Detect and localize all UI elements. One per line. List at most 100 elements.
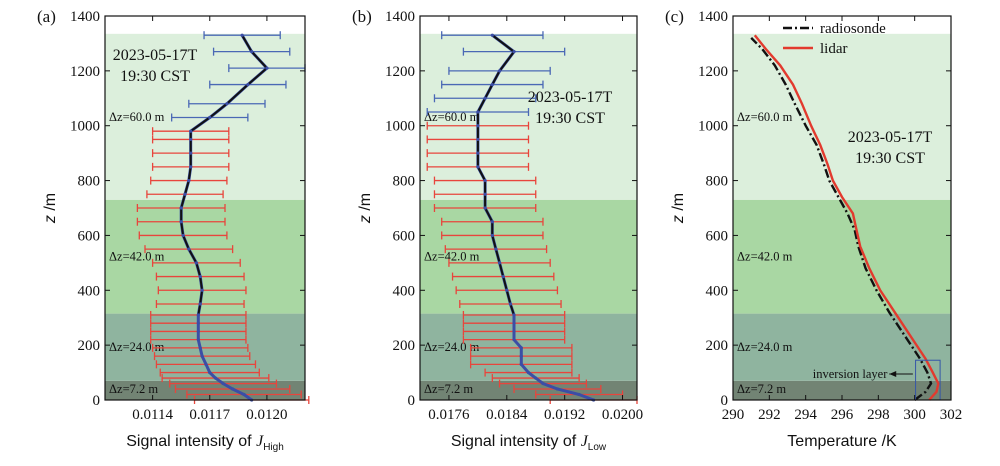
data-point <box>490 82 494 87</box>
data-point <box>476 165 480 169</box>
y-tick-label: 200 <box>393 338 416 354</box>
axes-frame <box>419 15 638 401</box>
annotation-date: 2023-05-17T <box>848 129 933 146</box>
x-tick-label: 0.0114 <box>132 407 173 423</box>
y-tick-label: 1400 <box>70 9 100 25</box>
data-point <box>221 381 225 386</box>
data-point <box>519 362 523 366</box>
height-band <box>420 33 637 200</box>
data-point <box>179 220 183 224</box>
height-band <box>733 33 951 200</box>
band-label: Δz=42.0 m <box>424 250 480 264</box>
y-axis-label: z /m <box>42 193 59 224</box>
y-tick-label: 600 <box>78 228 101 244</box>
legend-lidar-label: lidar <box>820 41 848 57</box>
data-point <box>242 392 246 397</box>
y-tick-label: 200 <box>706 338 729 354</box>
data-point <box>555 387 560 391</box>
band-label: Δz=60.0 m <box>737 110 793 124</box>
y-tick-label: 200 <box>78 338 101 354</box>
data-point <box>189 151 193 155</box>
y-tick-label: 1000 <box>698 119 728 135</box>
annotation-time: 19:30 CST <box>535 110 605 127</box>
radiosonde-line <box>750 37 933 401</box>
data-point <box>577 392 581 397</box>
data-point <box>213 376 218 380</box>
data-point <box>519 354 523 358</box>
data-point <box>189 165 193 169</box>
panel-3: Δz=7.2 m Δz=24.0 m Δz=42.0 m Δz=60.0 m inver… <box>665 7 962 450</box>
y-tick-label: 1200 <box>70 64 100 80</box>
x-axis-label: Temperature /K <box>787 433 897 450</box>
data-point <box>490 220 494 224</box>
data-point <box>204 362 208 366</box>
data-point <box>512 50 516 54</box>
data-point <box>196 313 200 317</box>
x-tick-label: 300 <box>903 407 926 423</box>
y-tick-label: 1200 <box>698 64 728 80</box>
data-point <box>512 313 516 317</box>
data-point <box>196 329 200 334</box>
height-band <box>105 380 305 400</box>
y-tick-label: 400 <box>706 283 729 299</box>
y-tick-label: 800 <box>78 174 101 190</box>
data-point <box>231 387 235 391</box>
height-band <box>105 313 305 381</box>
data-point <box>208 115 212 120</box>
lidar-line <box>753 34 940 401</box>
height-band <box>105 199 305 314</box>
legend-radiosonde-label: radiosonde <box>820 21 886 37</box>
band-label: Δz=7.2 m <box>424 382 473 396</box>
band-label: Δz=24.0 m <box>424 340 480 354</box>
x-tick-label: 0.0117 <box>189 407 230 423</box>
data-point <box>189 129 193 133</box>
data-point <box>240 33 244 37</box>
x-tick-label: 296 <box>831 407 854 423</box>
y-tick-label: 1000 <box>385 119 415 135</box>
data-point <box>189 137 193 142</box>
x-axis-label: Signal intensity of JLow <box>451 433 607 453</box>
y-tick-label: 0 <box>93 393 101 409</box>
band-label: Δz=42.0 m <box>109 250 165 264</box>
y-tick-label: 0 <box>408 393 416 409</box>
inversion-arrowhead <box>889 370 897 377</box>
x-tick-label: 298 <box>867 407 890 423</box>
data-point <box>476 151 480 155</box>
annotation-date: 2023-05-17T <box>528 89 613 106</box>
data-point <box>526 370 531 375</box>
data-point <box>512 329 516 334</box>
height-band <box>733 313 951 381</box>
data-point <box>198 274 202 279</box>
data-point <box>490 233 494 238</box>
x-tick-label: 0.0192 <box>544 407 585 423</box>
data-point <box>497 69 502 73</box>
data-point <box>541 381 545 386</box>
data-point <box>250 50 254 54</box>
data-point <box>179 206 183 210</box>
band-label: Δz=24.0 m <box>737 340 793 354</box>
x-tick-label: 290 <box>722 407 745 423</box>
data-point <box>476 124 480 128</box>
data-point <box>208 370 212 375</box>
data-point <box>181 233 185 238</box>
height-band <box>733 199 951 314</box>
data-point <box>265 66 269 70</box>
data-point <box>505 288 509 292</box>
y-tick-label: 600 <box>706 228 729 244</box>
data-point <box>194 261 199 265</box>
data-point <box>198 302 202 306</box>
panel-label: (c) <box>665 7 684 26</box>
height-band <box>420 313 637 381</box>
data-point <box>483 192 487 196</box>
x-tick-label: 0.0200 <box>602 407 643 423</box>
data-point <box>497 261 502 265</box>
x-tick-label: 0.0184 <box>486 407 528 423</box>
y-tick-label: 600 <box>393 228 416 244</box>
data-point <box>196 321 200 325</box>
y-tick-label: 800 <box>393 174 416 190</box>
x-tick-label: 0.0120 <box>246 407 287 423</box>
band-label: Δz=60.0 m <box>424 110 480 124</box>
data-point <box>183 192 187 196</box>
data-point <box>494 247 498 251</box>
